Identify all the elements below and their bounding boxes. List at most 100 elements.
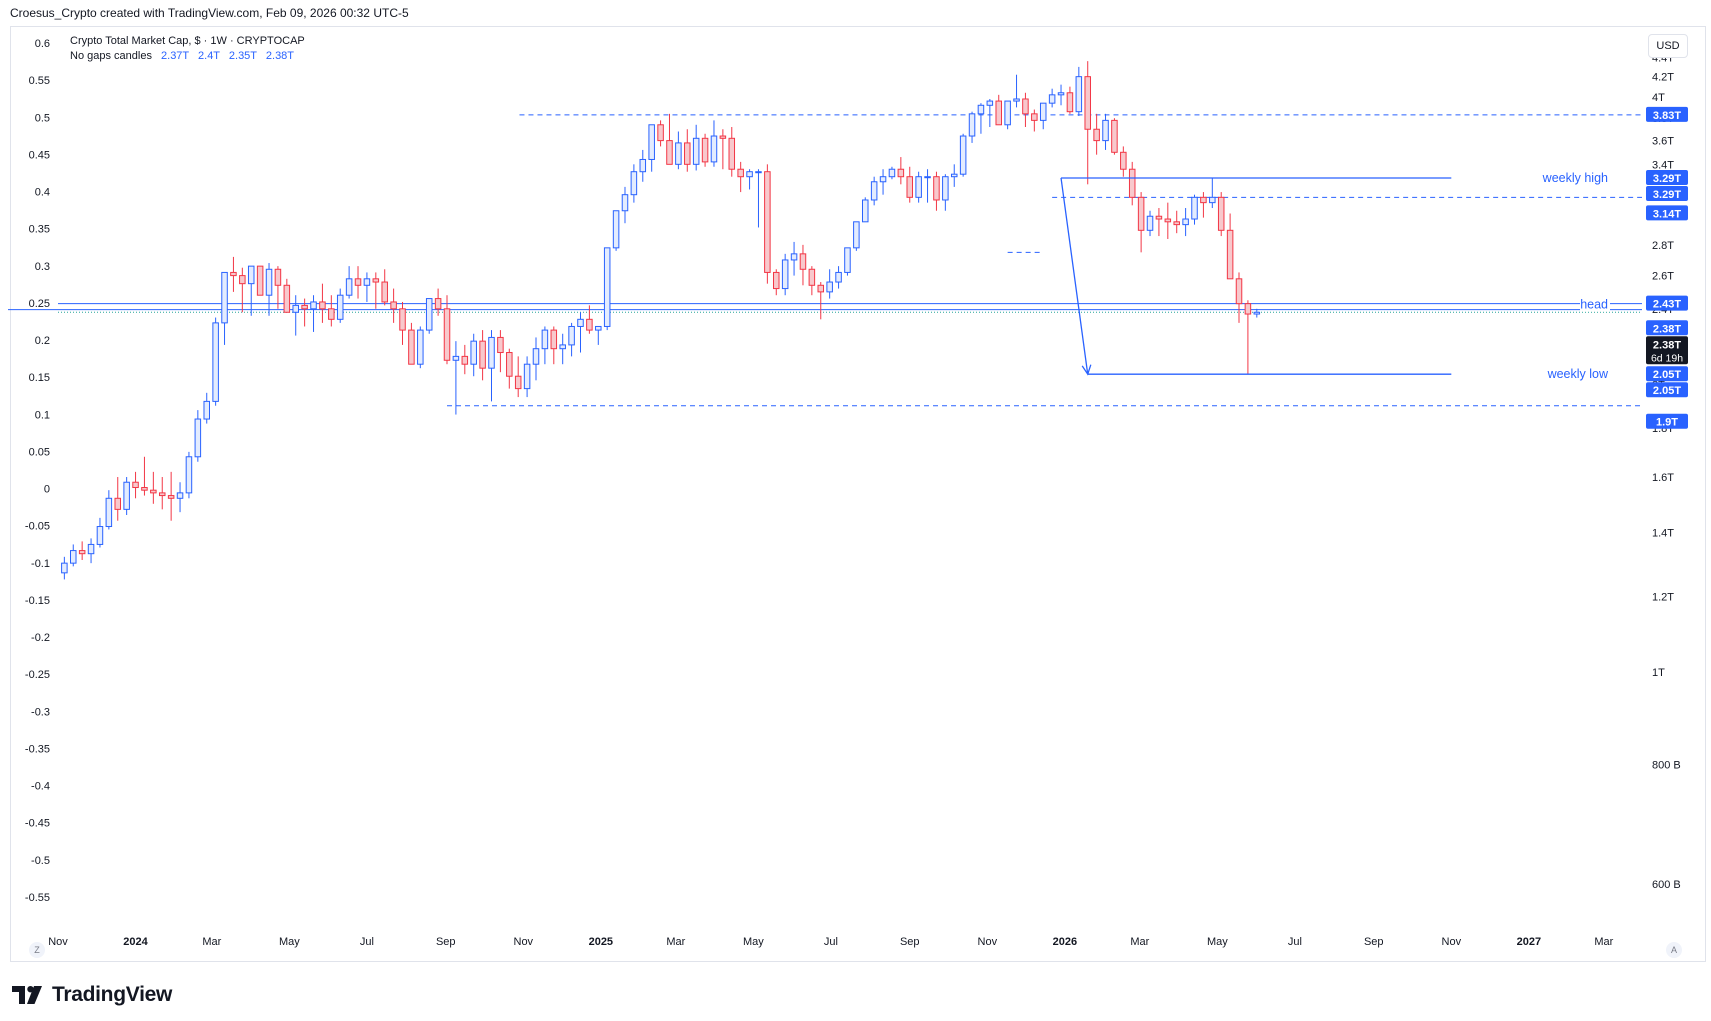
x-axis-tick-label: Mar — [666, 936, 685, 948]
candle-body — [790, 253, 798, 261]
x-axis-tick-label: 2027 — [1517, 936, 1541, 948]
candle-body — [719, 135, 727, 139]
candle-body — [968, 113, 976, 137]
price-tag-background — [1646, 169, 1688, 185]
tradingview-logo-text: TradingView — [52, 983, 173, 1006]
candle-body — [1182, 218, 1189, 226]
left-axis-tick-label: 0.35 — [29, 224, 50, 236]
bar-countdown-label: 6d 19h — [1651, 352, 1683, 364]
annotation-background — [1580, 297, 1610, 312]
right-axis-tick-label: 1.6T — [1652, 472, 1674, 484]
left-axis-tick-label: -0.1 — [31, 558, 50, 570]
candle-body — [1048, 94, 1056, 104]
candle-body — [853, 221, 860, 249]
right-axis-tick-label: 4.4T — [1652, 52, 1674, 64]
zoom-reset-button[interactable]: Z — [29, 942, 45, 958]
x-axis-tick-label: Jul — [824, 936, 838, 948]
candle-body — [844, 247, 851, 273]
candle-body — [470, 340, 477, 365]
annotation-weekly-low: weekly low — [1547, 367, 1609, 381]
candle-body — [203, 400, 210, 420]
candle-body — [523, 363, 531, 390]
candle-body — [1102, 119, 1109, 142]
candle-body — [1164, 218, 1172, 223]
candle-body — [879, 176, 887, 183]
candle-body — [630, 171, 638, 196]
price-tag-label: 2.05T — [1653, 369, 1681, 381]
candle-body — [986, 100, 994, 106]
candle-body — [532, 348, 540, 365]
candle-body — [728, 137, 736, 170]
candle-body — [239, 275, 246, 285]
right-axis-tick-label: 1.4T — [1652, 527, 1674, 539]
candle-body — [808, 268, 816, 286]
right-axis-tick-label: 1T — [1652, 667, 1665, 679]
candle-body — [595, 325, 602, 331]
x-axis-tick-label: Mar — [1130, 936, 1149, 948]
candle-body — [283, 284, 291, 313]
candle-body — [933, 176, 940, 201]
candle-body — [417, 329, 424, 365]
right-axis-tick-label: 3.4T — [1652, 159, 1674, 171]
currency-button[interactable]: USD — [1648, 34, 1688, 58]
right-axis-tick-label: 600 B — [1652, 879, 1681, 891]
candle-body — [372, 278, 380, 283]
price-tag-background — [1646, 382, 1688, 398]
candle-body — [221, 271, 228, 324]
candle-body — [1004, 100, 1011, 126]
candle-body — [1217, 196, 1225, 231]
candle-body — [639, 158, 647, 173]
candle-body — [541, 329, 549, 350]
price-tag-background — [1646, 205, 1688, 221]
candle-body — [586, 318, 593, 331]
left-axis-tick-label: 0.6 — [35, 38, 50, 50]
price-tag-background — [1646, 295, 1688, 311]
symbol-title[interactable]: Crypto Total Market Cap, $ · 1W · CRYPTO… — [70, 35, 305, 47]
left-axis-tick-label: 0.1 — [35, 409, 50, 421]
left-axis-tick-label: 0.3 — [35, 261, 50, 273]
candle-body — [461, 355, 469, 365]
ohlc-high: 2.4T — [198, 50, 220, 62]
candle-body — [568, 325, 575, 346]
left-axis-tick-label: -0.4 — [31, 781, 50, 793]
left-axis-tick-label: 0.4 — [35, 187, 50, 199]
candle-body — [452, 355, 460, 361]
x-axis-tick-label: Jul — [1288, 936, 1302, 948]
candle-body — [354, 278, 362, 286]
left-axis-tick-label: 0.05 — [29, 446, 50, 458]
candle-body — [497, 336, 504, 354]
x-axis-tick-label: May — [1207, 936, 1228, 948]
auto-scale-button[interactable]: A — [1666, 942, 1682, 958]
price-tag-label: 2.05T — [1653, 385, 1681, 397]
annotation-weekly-high: weekly high — [1542, 171, 1608, 185]
candle-body — [684, 142, 691, 165]
candle-body — [310, 301, 317, 310]
candle-body — [710, 135, 718, 163]
x-axis-tick-label: May — [743, 936, 764, 948]
price-tag-label: 2.38T — [1653, 339, 1681, 351]
candle-body — [1200, 196, 1207, 204]
drop-arrow-line — [1060, 177, 1089, 375]
price-tag-label: 3.14T — [1653, 208, 1681, 220]
ohlc-close: 2.38T — [265, 50, 295, 62]
candle-body — [1244, 303, 1252, 315]
left-axis-tick-label: -0.5 — [31, 855, 50, 867]
candle-body — [817, 284, 825, 293]
price-tag-label: 3.29T — [1653, 173, 1681, 185]
candle-body — [105, 497, 113, 528]
candle-body — [799, 253, 807, 270]
left-axis-tick-label: 0.2 — [35, 335, 50, 347]
candle-body — [194, 418, 202, 458]
x-axis-tick-label: 2025 — [589, 936, 613, 948]
left-axis-tick-label: -0.55 — [25, 892, 50, 904]
candle-body — [319, 301, 326, 310]
chart-frame — [10, 26, 1706, 962]
price-tag-label: 2.38T — [1653, 323, 1681, 335]
candle-body — [621, 194, 629, 212]
left-axis-tick-label: 0.5 — [35, 112, 50, 124]
candle-body — [835, 271, 842, 283]
candle-body — [1111, 119, 1118, 153]
candle-body — [69, 550, 77, 564]
candle-body — [132, 481, 139, 489]
